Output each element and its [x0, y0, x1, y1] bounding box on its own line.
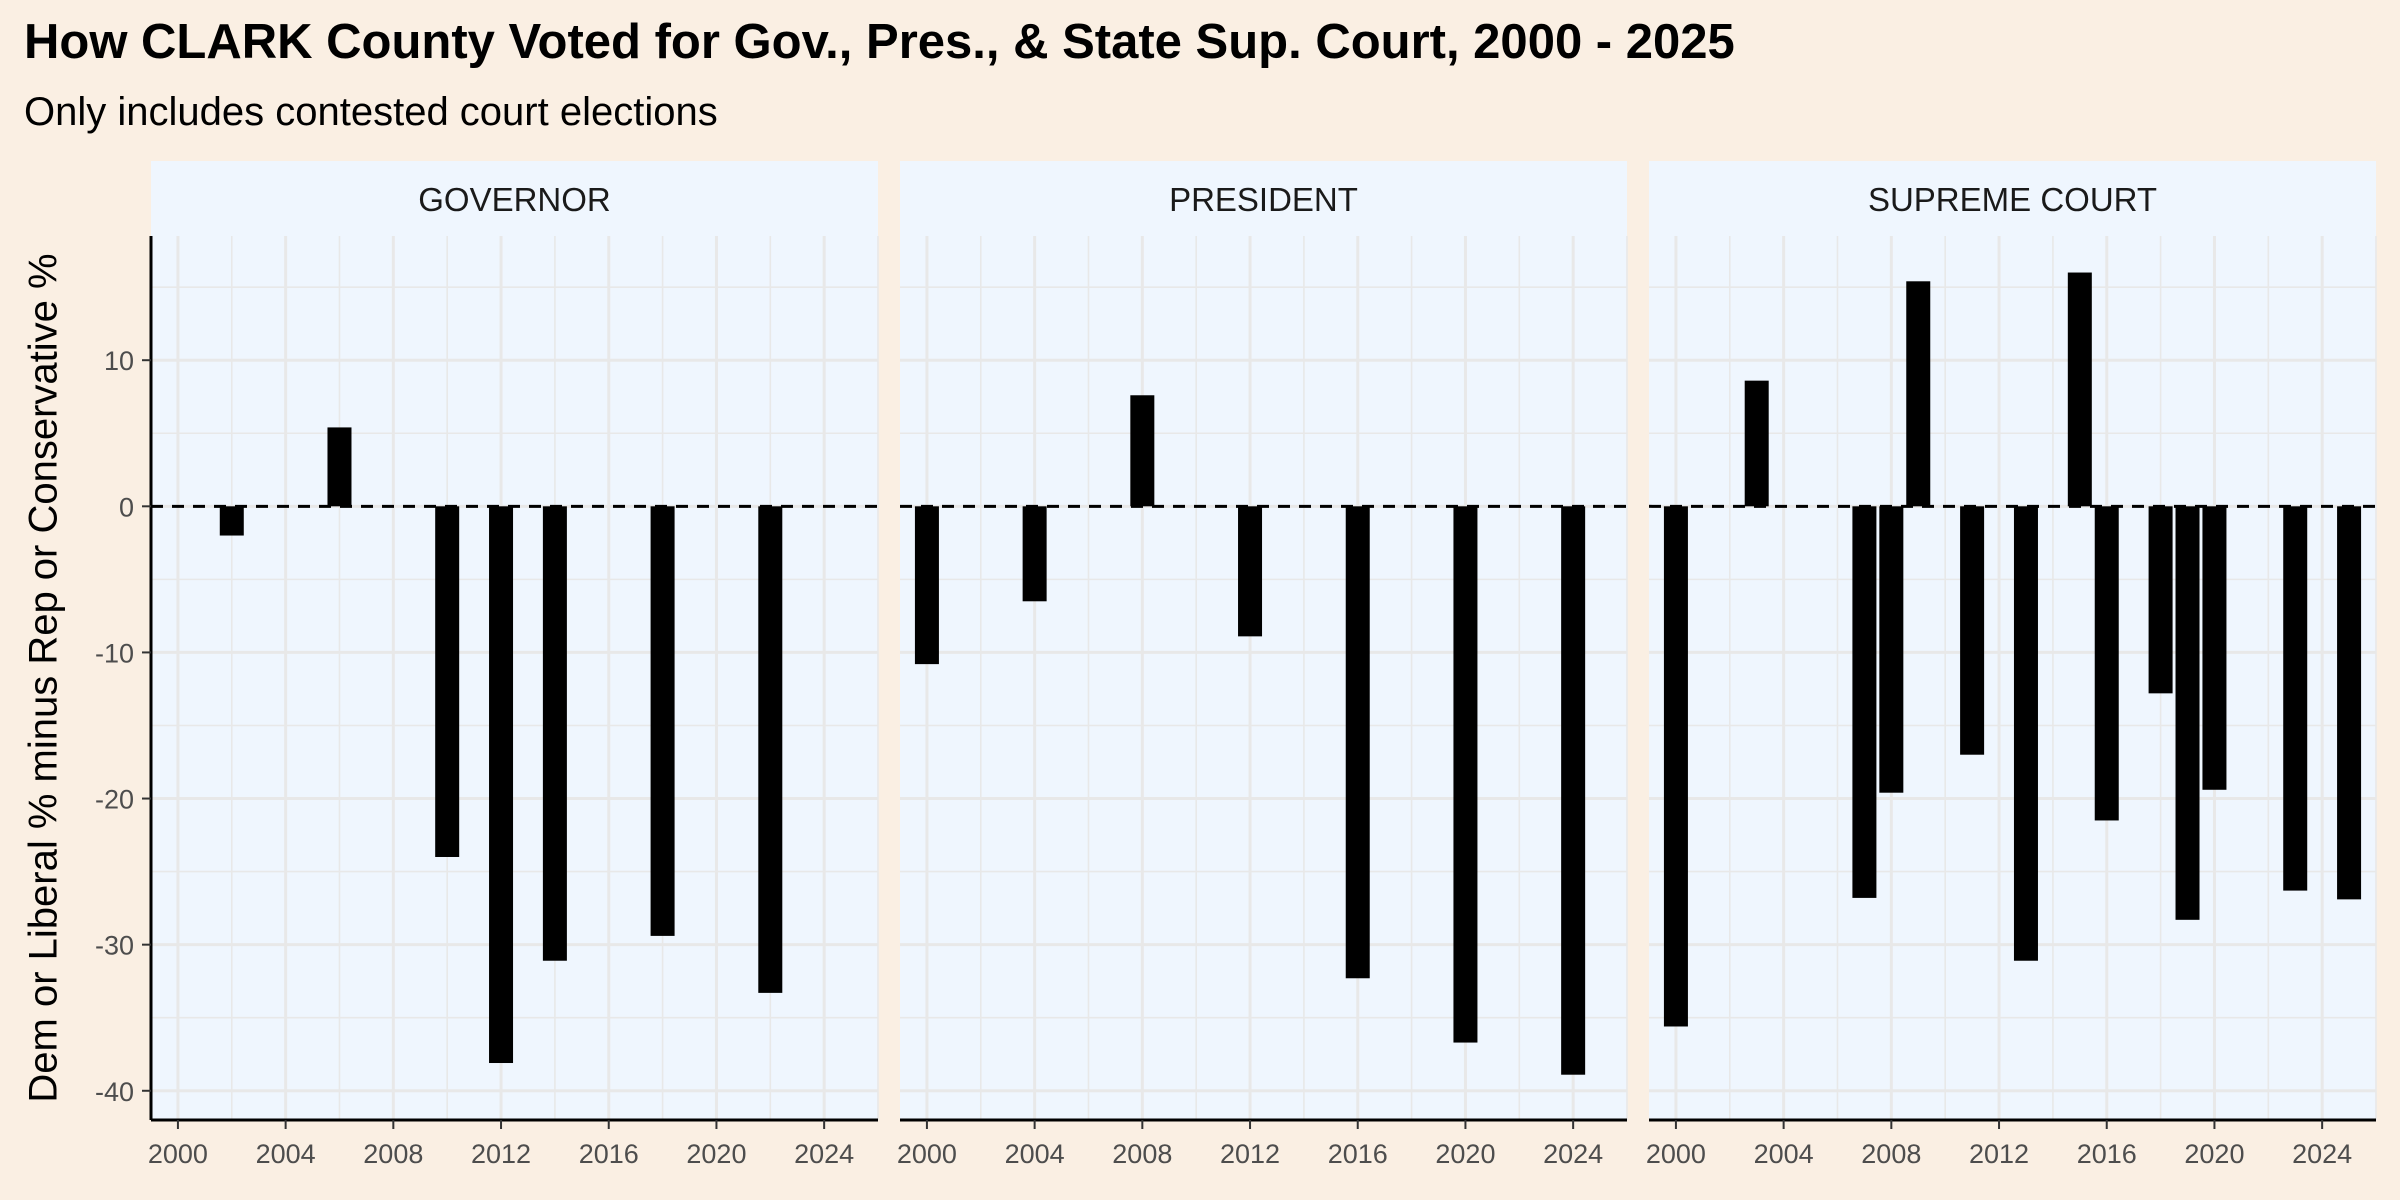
- bar: [1906, 281, 1931, 507]
- panel-background: [151, 236, 878, 1120]
- panel-background: [1649, 236, 2376, 1120]
- panel-background: [900, 236, 1627, 1120]
- x-tick-label: 2012: [471, 1139, 531, 1169]
- x-tick-label: 2000: [1646, 1139, 1706, 1169]
- x-tick-label: 2020: [686, 1139, 746, 1169]
- bar: [2094, 506, 2119, 821]
- bar: [542, 506, 567, 961]
- facet-strip: [151, 161, 878, 236]
- y-tick-label: -20: [95, 785, 134, 815]
- x-tick-label: 2000: [148, 1139, 208, 1169]
- facet-label: PRESIDENT: [1169, 181, 1358, 218]
- x-tick-label: 2004: [256, 1139, 316, 1169]
- bar: [219, 506, 244, 536]
- y-tick-label: 10: [104, 346, 134, 376]
- bar: [489, 506, 514, 1064]
- y-tick-label: 0: [119, 492, 134, 522]
- bar: [1345, 506, 1370, 979]
- bar: [1663, 506, 1688, 1027]
- x-tick-label: 2020: [2184, 1139, 2244, 1169]
- bar: [1453, 506, 1478, 1043]
- facet-strip: [900, 161, 1627, 236]
- bar: [1561, 506, 1586, 1075]
- facet-label: GOVERNOR: [418, 181, 611, 218]
- x-tick-label: 2012: [1969, 1139, 2029, 1169]
- x-tick-label: 2008: [1861, 1139, 1921, 1169]
- bar: [1130, 395, 1155, 507]
- bar: [435, 506, 460, 857]
- x-tick-label: 2012: [1220, 1139, 1280, 1169]
- chart-subtitle: Only includes contested court elections: [24, 90, 718, 134]
- bar: [2148, 506, 2173, 694]
- y-tick-label: -40: [95, 1077, 134, 1107]
- x-tick-label: 2016: [1328, 1139, 1388, 1169]
- facet-panel-president: PRESIDENT 2000 2004 2008 2012 2016 2020 2024: [897, 161, 1628, 1169]
- facet-label: SUPREME COURT: [1868, 181, 2157, 218]
- bar: [2202, 506, 2227, 790]
- bar: [1879, 506, 1904, 793]
- bar: [1022, 506, 1047, 602]
- bar: [1852, 506, 1877, 898]
- bar: [2067, 272, 2092, 507]
- x-tick-label: 2024: [1543, 1139, 1603, 1169]
- bar: [2283, 506, 2308, 891]
- x-tick-label: 2016: [2077, 1139, 2137, 1169]
- bar: [914, 506, 939, 665]
- bar: [1960, 506, 1985, 755]
- x-tick-label: 2016: [579, 1139, 639, 1169]
- y-tick-label: -10: [95, 638, 134, 668]
- x-tick-label: 2004: [1005, 1139, 1065, 1169]
- bar: [2013, 506, 2038, 961]
- facet-panel-governor: GOVERNOR 2000 2004 2008 2012 2016 2020 2024: [148, 161, 879, 1169]
- bar: [2175, 506, 2200, 920]
- bar: [758, 506, 783, 993]
- x-tick-label: 2000: [897, 1139, 957, 1169]
- x-tick-label: 2008: [363, 1139, 423, 1169]
- x-tick-label: 2024: [2292, 1139, 2352, 1169]
- x-tick-label: 2008: [1112, 1139, 1172, 1169]
- facet-panel-supreme-court: SUPREME COURT 2000 2004 2008 2012 2016 2020 202…: [1646, 161, 2377, 1169]
- bar: [1238, 506, 1263, 637]
- bar: [327, 427, 352, 507]
- bar: [2337, 506, 2362, 900]
- chart-title: How CLARK County Voted for Gov., Pres., …: [24, 15, 1735, 69]
- x-tick-label: 2004: [1754, 1139, 1814, 1169]
- facet-strip: [1649, 161, 2376, 236]
- x-tick-label: 2020: [1435, 1139, 1495, 1169]
- bar: [650, 506, 675, 936]
- bar: [1744, 380, 1769, 507]
- x-tick-label: 2024: [794, 1139, 854, 1169]
- y-tick-label: -30: [95, 931, 134, 961]
